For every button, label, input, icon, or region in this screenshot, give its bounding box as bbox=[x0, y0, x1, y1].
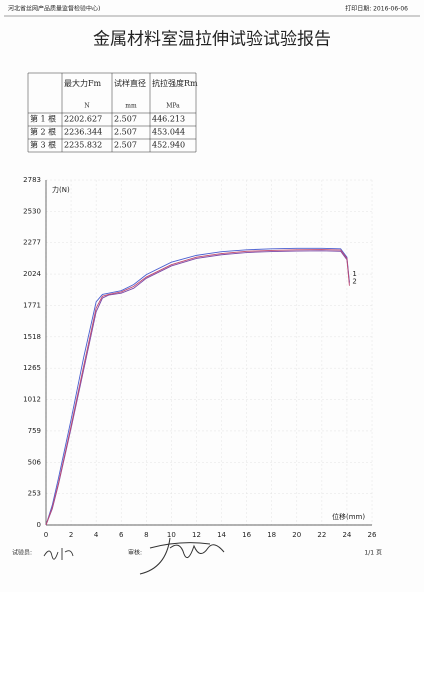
table-cell: 第 3 根 bbox=[30, 140, 56, 150]
curve-label: 2 bbox=[352, 277, 356, 285]
x-tick-label: 22 bbox=[317, 531, 326, 539]
table-cell: 2.507 bbox=[114, 141, 137, 150]
x-tick-label: 4 bbox=[94, 531, 99, 539]
table-cell: 2202.627 bbox=[64, 115, 102, 124]
table-cell: 446.213 bbox=[152, 115, 185, 124]
x-tick-label: 16 bbox=[242, 531, 251, 539]
report-title: 金属材料室温拉伸试验试验报告 bbox=[93, 30, 331, 50]
x-tick-label: 26 bbox=[368, 531, 377, 539]
x-tick-label: 6 bbox=[119, 531, 124, 539]
table-cell: 2235.832 bbox=[64, 141, 102, 150]
table-cell: 453.044 bbox=[152, 128, 185, 137]
column-header: 试样直径 bbox=[114, 78, 146, 88]
org-name: 河北省丝网产品质量监督检验中心) bbox=[8, 5, 100, 13]
curve-label: 1 bbox=[352, 270, 356, 278]
force-curve bbox=[45, 249, 350, 526]
y-tick-label: 1265 bbox=[23, 364, 41, 372]
y-tick-label: 1012 bbox=[23, 396, 41, 404]
x-tick-label: 10 bbox=[167, 531, 176, 539]
table-cell: 452.940 bbox=[152, 141, 185, 150]
column-unit: MPa bbox=[166, 103, 180, 110]
tester-signature bbox=[43, 548, 74, 560]
paper bbox=[0, 0, 424, 592]
table-cell: 第 1 根 bbox=[30, 114, 56, 124]
y-tick-label: 759 bbox=[28, 427, 41, 435]
column-header: 抗拉强度Rm bbox=[152, 78, 198, 88]
force-curve bbox=[45, 250, 350, 526]
table-cell: 2236.344 bbox=[64, 128, 102, 137]
x-tick-label: 2 bbox=[69, 531, 73, 539]
table-cell: 2.507 bbox=[114, 115, 137, 124]
x-tick-label: 18 bbox=[267, 531, 276, 539]
column-unit: mm bbox=[125, 103, 137, 110]
column-header: 最大力Fm bbox=[64, 78, 102, 88]
result-table: 最大力Fm N 试样直径 mm 抗拉强度Rm MPa 第 1 根 2202.627 2.507 4… bbox=[27, 72, 198, 153]
y-tick-label: 2277 bbox=[23, 239, 41, 247]
x-tick-label: 12 bbox=[192, 531, 201, 539]
y-tick-label: 2783 bbox=[23, 176, 41, 184]
y-tick-label: 253 bbox=[28, 490, 41, 498]
y-tick-label: 506 bbox=[28, 458, 42, 466]
y-tick-label: 2024 bbox=[23, 270, 41, 278]
force-displacement-chart: 0253506759101212651518177120242277253027… bbox=[23, 176, 377, 539]
x-axis-label: 位移(mm) bbox=[332, 512, 365, 521]
tester-label: 试验员: bbox=[12, 549, 32, 557]
x-tick-label: 8 bbox=[144, 531, 148, 539]
reviewer-label: 审核: bbox=[128, 549, 142, 557]
table-cell: 第 2 根 bbox=[30, 127, 56, 137]
page-number: 1/1 页 bbox=[364, 550, 382, 557]
x-tick-label: 0 bbox=[44, 531, 48, 539]
y-tick-label: 1771 bbox=[23, 301, 41, 309]
x-tick-label: 14 bbox=[217, 531, 226, 539]
table-cell: 2.507 bbox=[114, 128, 137, 137]
force-curve bbox=[45, 247, 350, 526]
x-tick-label: 24 bbox=[342, 531, 351, 539]
x-tick-label: 20 bbox=[292, 531, 301, 539]
y-tick-label: 0 bbox=[37, 521, 41, 529]
y-axis-label: 力(N) bbox=[52, 185, 70, 194]
reviewer-signature bbox=[139, 537, 225, 575]
y-tick-label: 2530 bbox=[23, 207, 41, 215]
y-tick-label: 1518 bbox=[23, 333, 41, 341]
column-unit: N bbox=[84, 103, 89, 110]
print-date: 打印日期: 2016-06-06 bbox=[345, 5, 408, 13]
